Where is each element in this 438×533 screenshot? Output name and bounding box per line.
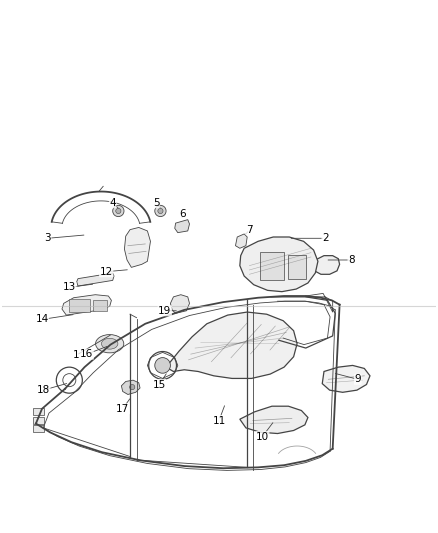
- Bar: [33, 408, 44, 415]
- Text: 2: 2: [322, 233, 328, 243]
- Circle shape: [155, 205, 166, 216]
- Polygon shape: [322, 366, 370, 392]
- Text: 18: 18: [37, 385, 50, 395]
- Text: 11: 11: [212, 416, 226, 425]
- Polygon shape: [121, 380, 140, 394]
- Text: 13: 13: [63, 282, 76, 292]
- Text: 19: 19: [158, 306, 171, 316]
- Polygon shape: [124, 228, 151, 268]
- Bar: [93, 300, 107, 311]
- Text: 7: 7: [246, 224, 253, 235]
- Circle shape: [158, 208, 163, 214]
- Polygon shape: [166, 312, 297, 378]
- Text: 4: 4: [110, 198, 116, 208]
- Text: 8: 8: [348, 255, 355, 265]
- Polygon shape: [240, 237, 318, 292]
- Text: 10: 10: [256, 432, 269, 441]
- Bar: [287, 255, 306, 279]
- Circle shape: [155, 358, 170, 373]
- Polygon shape: [236, 234, 247, 248]
- Circle shape: [130, 384, 135, 390]
- Circle shape: [113, 205, 124, 216]
- Polygon shape: [62, 295, 111, 315]
- Polygon shape: [170, 295, 190, 313]
- Polygon shape: [240, 406, 308, 433]
- Circle shape: [116, 208, 121, 214]
- Bar: [33, 417, 44, 424]
- Text: 16: 16: [80, 349, 93, 359]
- Polygon shape: [312, 256, 339, 274]
- Bar: [69, 300, 90, 312]
- Text: 3: 3: [44, 233, 51, 243]
- Text: 14: 14: [35, 314, 49, 325]
- Polygon shape: [175, 220, 190, 233]
- Text: 12: 12: [99, 266, 113, 277]
- Ellipse shape: [95, 335, 124, 353]
- Text: 15: 15: [152, 379, 166, 390]
- Ellipse shape: [102, 338, 118, 349]
- Bar: [260, 252, 284, 280]
- Bar: [33, 425, 44, 432]
- Text: 17: 17: [116, 404, 129, 414]
- Text: 9: 9: [354, 374, 361, 384]
- Text: 6: 6: [179, 208, 185, 219]
- Text: 1: 1: [73, 350, 79, 360]
- Text: 5: 5: [153, 198, 159, 208]
- Polygon shape: [77, 273, 114, 286]
